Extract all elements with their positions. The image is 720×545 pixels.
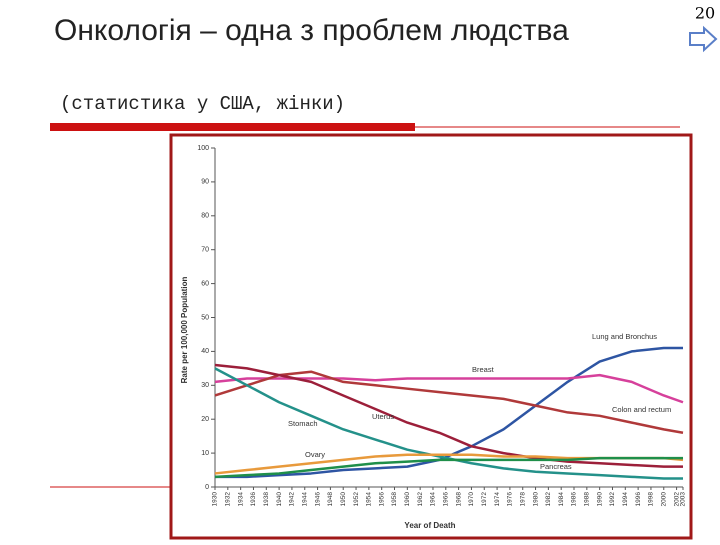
nav-arrow[interactable]	[689, 25, 718, 53]
y-tick-label: 40	[201, 348, 209, 355]
x-tick-label: 1960	[404, 492, 411, 507]
x-tick-label: 1964	[430, 492, 437, 507]
x-tick-label: 1996	[635, 492, 642, 507]
x-tick-label: 1948	[327, 492, 334, 507]
y-tick-label: 70	[201, 247, 209, 254]
accent-bar	[50, 123, 415, 131]
x-tick-label: 1988	[584, 492, 591, 507]
slide-title: Онкологія – одна з проблем людства	[54, 14, 569, 47]
x-tick-label: 1930	[212, 492, 219, 507]
x-tick-label: 1980	[532, 492, 539, 507]
series-line	[214, 363, 683, 468]
series-line	[214, 370, 684, 434]
x-tick-label: 1962	[417, 492, 424, 507]
x-tick-label: 2000	[660, 492, 667, 507]
x-tick-label: 1958	[391, 492, 398, 507]
series-label: Ovary	[305, 450, 325, 459]
x-tick-label: 1942	[289, 492, 296, 507]
x-tick-label: 1974	[494, 492, 501, 507]
series-label: Uterus	[372, 412, 394, 421]
y-tick-label: 50	[201, 314, 209, 321]
x-tick-label: 1970	[468, 492, 475, 507]
y-tick-label: 10	[201, 450, 209, 457]
x-tick-label: 1994	[622, 492, 629, 507]
x-tick-label: 2003	[680, 492, 687, 507]
x-tick-label: 1946	[314, 492, 321, 507]
x-tick-label: 1968	[455, 492, 462, 507]
chart-frame	[169, 133, 693, 540]
x-tick-label: 1978	[519, 492, 526, 507]
series-label: Breast	[472, 365, 495, 374]
x-tick-label: 1940	[276, 492, 283, 507]
x-tick-label: 1936	[250, 492, 257, 507]
y-tick-label: 80	[201, 213, 209, 220]
slide-number: 20	[695, 4, 715, 23]
y-tick-label: 20	[201, 416, 209, 423]
x-tick-label: 1982	[545, 492, 552, 507]
x-tick-label: 1954	[366, 492, 373, 507]
x-tick-label: 1986	[571, 492, 578, 507]
series-label: Pancreas	[540, 462, 572, 471]
x-tick-label: 1990	[596, 492, 603, 507]
x-tick-label: 1950	[340, 492, 347, 507]
x-tick-label: 1976	[507, 492, 514, 507]
series-label: Colon and rectum	[612, 405, 671, 414]
x-tick-label: 1956	[378, 492, 385, 507]
y-tick-label: 100	[197, 145, 209, 152]
x-tick-label: 2002	[673, 492, 680, 507]
y-tick-label: 60	[201, 280, 209, 287]
series-label: Lung and Bronchus	[592, 332, 657, 341]
slide-subtitle: (статистика у США, жінки)	[60, 93, 345, 115]
y-tick-label: 0	[205, 484, 209, 491]
x-tick-label: 1992	[609, 492, 616, 507]
x-axis-title: Year of Death	[404, 521, 455, 530]
y-axis-title: Rate per 100,000 Population	[180, 277, 189, 384]
series-line	[214, 456, 683, 479]
x-tick-label: 1966	[443, 492, 450, 507]
x-tick-label: 1972	[481, 492, 488, 507]
x-tick-label: 1998	[648, 492, 655, 507]
series-line	[215, 346, 683, 479]
series-label: Stomach	[288, 419, 318, 428]
x-tick-label: 1938	[263, 492, 270, 507]
x-tick-label: 1984	[558, 492, 565, 507]
x-tick-label: 1952	[353, 492, 360, 507]
x-tick-label: 1944	[301, 492, 308, 507]
y-tick-label: 30	[201, 382, 209, 389]
x-tick-label: 1934	[237, 492, 244, 507]
y-tick-label: 90	[201, 179, 209, 186]
x-tick-label: 1932	[225, 492, 232, 507]
